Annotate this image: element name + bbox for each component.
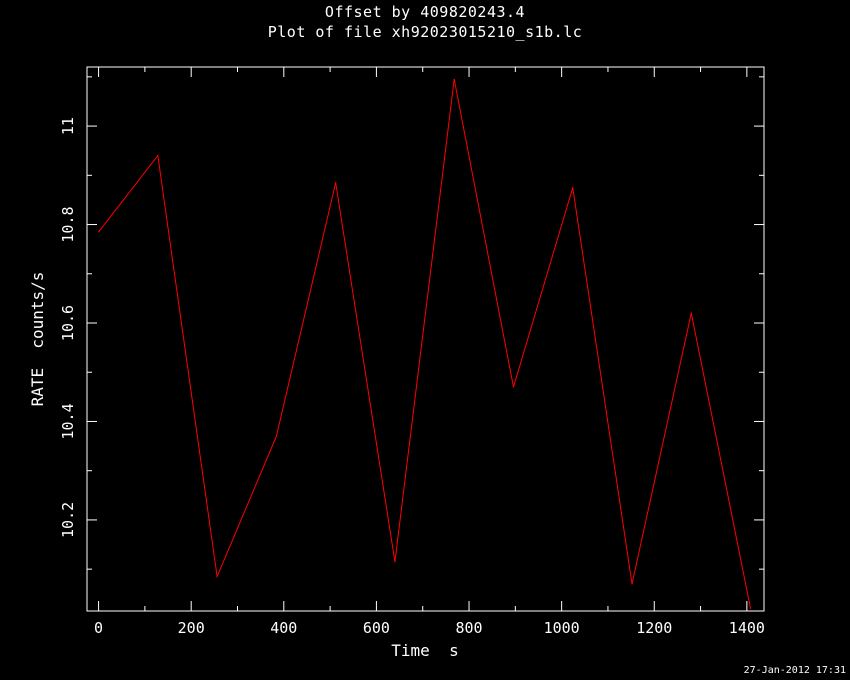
data-point xyxy=(97,231,100,233)
data-point xyxy=(453,78,455,80)
data-point xyxy=(690,312,692,314)
y-tick-label: 10.6 xyxy=(59,305,77,341)
data-point xyxy=(216,575,218,578)
chart-offset-title: Offset by 409820243.4 xyxy=(324,3,526,21)
x-tick-label: 1200 xyxy=(636,619,672,637)
y-tick-label: 10.8 xyxy=(59,206,77,242)
plot-timestamp: 27-Jan-2012 17:31 xyxy=(743,665,846,676)
x-tick-label: 800 xyxy=(455,619,482,637)
x-axis-label: Time s xyxy=(391,641,458,660)
y-tick-label: 10.2 xyxy=(59,502,77,538)
x-tick-label: 600 xyxy=(363,619,390,637)
x-tick-label: 400 xyxy=(270,619,297,637)
data-point xyxy=(572,187,574,189)
x-tick-label: 1000 xyxy=(544,619,580,637)
data-point xyxy=(335,182,337,184)
plot-frame xyxy=(86,66,765,612)
y-tick-label: 10.4 xyxy=(59,403,77,439)
data-point xyxy=(394,561,396,563)
data-point xyxy=(157,155,159,157)
chart-title: Plot of file xh92023015210_s1b.lc xyxy=(267,23,583,41)
y-axis-label: RATE counts/s xyxy=(28,272,47,407)
data-point xyxy=(631,583,633,585)
data-point xyxy=(749,607,752,610)
y-tick-label: 11 xyxy=(59,117,77,135)
x-tick-label: 1400 xyxy=(729,619,765,637)
data-point xyxy=(512,386,515,388)
series-line xyxy=(98,79,752,609)
x-tick-label: 200 xyxy=(178,619,205,637)
x-tick-label: 0 xyxy=(94,619,103,637)
data-point xyxy=(275,435,277,437)
